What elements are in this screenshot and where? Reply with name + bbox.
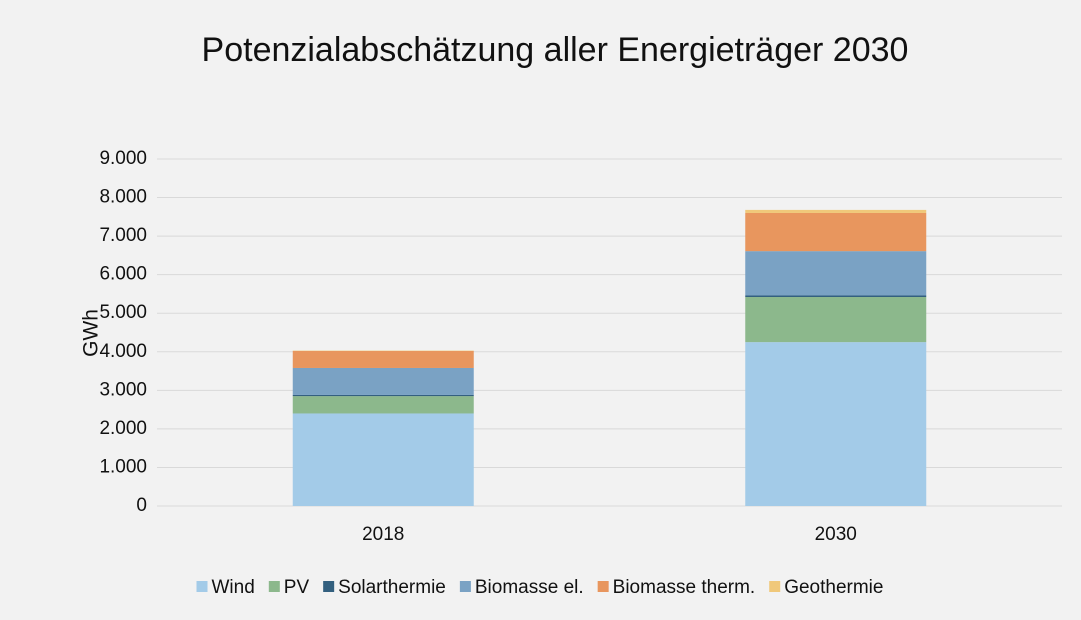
legend-swatch (268, 581, 280, 592)
chart-title: Potenzialabschätzung aller Energieträger… (202, 31, 909, 69)
legend-swatch (196, 581, 208, 592)
bar-segment (745, 295, 927, 298)
legend-label: Solarthermie (338, 577, 446, 598)
y-tick-label: 3.000 (99, 379, 147, 400)
legend-label: Biomasse therm. (613, 577, 756, 598)
bar-segment (292, 351, 474, 368)
bar-segment (745, 342, 927, 506)
bar-segment (292, 413, 474, 506)
y-tick-label: 9.000 (99, 148, 147, 169)
legend-label: Geothermie (784, 577, 883, 598)
legend-swatch (323, 581, 335, 592)
legend-label: Wind (212, 577, 255, 598)
y-tick-label: 8.000 (99, 187, 147, 208)
bar-segment (292, 367, 474, 395)
bar-segment (745, 297, 927, 343)
legend-label: Biomasse el. (475, 577, 584, 598)
y-tick-label: 5.000 (99, 302, 147, 323)
y-tick-label: 7.000 (99, 225, 147, 246)
x-tick-label: 2030 (815, 524, 857, 545)
bar-segment (292, 396, 474, 414)
bar-segment (745, 212, 927, 252)
legend-swatch (769, 581, 781, 592)
x-tick-label: 2018 (362, 524, 404, 545)
y-tick-label: 0 (136, 495, 147, 516)
legend-label: PV (284, 577, 310, 598)
bar-segment (745, 209, 927, 213)
y-tick-label: 6.000 (99, 264, 147, 285)
y-tick-label: 1.000 (99, 456, 147, 477)
y-axis-label: GWh (80, 309, 103, 357)
legend-swatch (597, 581, 609, 592)
bar-segment (292, 394, 474, 397)
y-tick-label: 2.000 (99, 418, 147, 439)
y-tick-label: 4.000 (99, 341, 147, 362)
bar-segment (745, 251, 927, 296)
legend-swatch (459, 581, 471, 592)
